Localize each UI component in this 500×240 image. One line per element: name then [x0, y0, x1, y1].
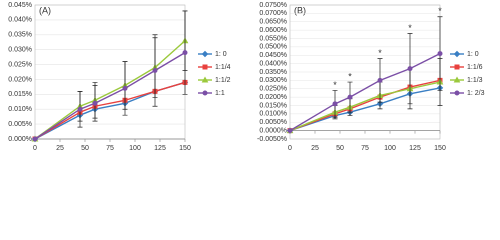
- marker: [152, 68, 158, 74]
- annotation: *: [333, 80, 337, 90]
- y-tick-label: 0.035%: [8, 32, 32, 39]
- x-tick-label: 125: [154, 145, 166, 152]
- y-tick-label: 0.045%: [8, 2, 32, 9]
- legend-label: 1:1: [215, 90, 225, 97]
- marker: [437, 51, 443, 57]
- y-tick-label: 0.0450%: [259, 52, 287, 59]
- x-tick-label: 25: [311, 145, 319, 152]
- y-tick-label: 0.0350%: [259, 69, 287, 76]
- marker: [377, 77, 383, 83]
- panel-title: (B): [294, 5, 306, 15]
- legend-marker: [202, 90, 208, 96]
- y-tick-label: 0.0600%: [259, 27, 287, 34]
- y-tick-label: 0.0750%: [259, 2, 287, 9]
- legend-label: 1: 0: [467, 51, 479, 58]
- x-tick-label: 75: [361, 145, 369, 152]
- y-tick-label: 0.025%: [8, 61, 32, 68]
- panel-title: (A): [39, 5, 51, 15]
- x-tick-label: 50: [336, 145, 344, 152]
- x-tick-label: 25: [56, 145, 64, 152]
- y-tick-label: 0.0500%: [259, 44, 287, 51]
- x-tick-label: 150: [434, 145, 446, 152]
- y-tick-label: 0.0100%: [259, 111, 287, 118]
- series-line: [34, 81, 186, 140]
- legend-marker: [201, 50, 209, 58]
- marker: [182, 50, 188, 56]
- y-tick-label: 0.0000%: [259, 127, 287, 134]
- annotation: *: [408, 23, 412, 33]
- annotation: *: [348, 71, 352, 81]
- y-tick-label: 0.005%: [8, 121, 32, 128]
- x-tick-label: 150: [179, 145, 191, 152]
- series-line: [289, 79, 441, 132]
- legend-marker: [453, 50, 461, 58]
- series-line: [34, 81, 186, 140]
- y-tick-label: 0.000%: [8, 136, 32, 143]
- y-tick-label: 0.010%: [8, 106, 32, 113]
- x-tick-label: 100: [384, 145, 396, 152]
- x-tick-label: 125: [409, 145, 421, 152]
- series-line: [34, 40, 186, 140]
- y-tick-label: 0.040%: [8, 17, 32, 24]
- marker: [32, 136, 38, 142]
- y-tick-label: 0.030%: [8, 47, 32, 54]
- y-tick-label: 0.0550%: [259, 35, 287, 42]
- legend-label: 1: 2/3: [467, 90, 485, 97]
- x-tick-label: 50: [81, 145, 89, 152]
- series-line: [34, 52, 186, 140]
- marker: [122, 85, 128, 91]
- legend-marker: [202, 64, 208, 70]
- y-tick-label: 0.015%: [8, 91, 32, 98]
- legend-label: 1:1/4: [215, 64, 231, 71]
- y-tick-label: 0.0700%: [259, 10, 287, 17]
- y-tick-label: 0.0650%: [259, 19, 287, 26]
- legend-label: 1:1/2: [215, 77, 231, 84]
- y-tick-label: 0.0150%: [259, 102, 287, 109]
- x-tick-label: 0: [288, 145, 292, 152]
- legend-marker: [201, 76, 209, 83]
- x-tick-label: 75: [106, 145, 114, 152]
- y-tick-label: 0.0300%: [259, 77, 287, 84]
- series-line: [289, 52, 441, 132]
- marker: [92, 100, 98, 106]
- figure: (A) 0.000% 0.005% 0.010% 0.015% 0.020% 0.025% 0…: [8, 2, 485, 152]
- y-tick-label: 0.0050%: [259, 119, 287, 126]
- marker: [332, 101, 338, 107]
- legend-label: 1: 0: [215, 51, 227, 58]
- marker: [77, 106, 83, 112]
- marker: [287, 128, 293, 134]
- x-tick-label: 100: [129, 145, 141, 152]
- y-tick-label: 0.0400%: [259, 60, 287, 67]
- series-line: [289, 87, 441, 132]
- legend-marker: [454, 64, 460, 70]
- legend-marker: [453, 76, 461, 83]
- y-tick-label: 0.020%: [8, 76, 32, 83]
- x-tick-label: 0: [33, 145, 37, 152]
- annotation: *: [378, 48, 382, 58]
- y-tick-label: -0.0050%: [257, 136, 287, 143]
- legend-label: 1:1/3: [467, 77, 483, 84]
- y-tick-label: 0.0200%: [259, 94, 287, 101]
- marker: [347, 94, 353, 100]
- y-tick-label: 0.0250%: [259, 86, 287, 93]
- plot-frame: [34, 4, 186, 140]
- series-line: [289, 81, 441, 132]
- legend-label: 1:1/6: [467, 64, 483, 71]
- legend-marker: [454, 90, 460, 96]
- marker: [407, 66, 413, 72]
- annotation: *: [438, 6, 442, 16]
